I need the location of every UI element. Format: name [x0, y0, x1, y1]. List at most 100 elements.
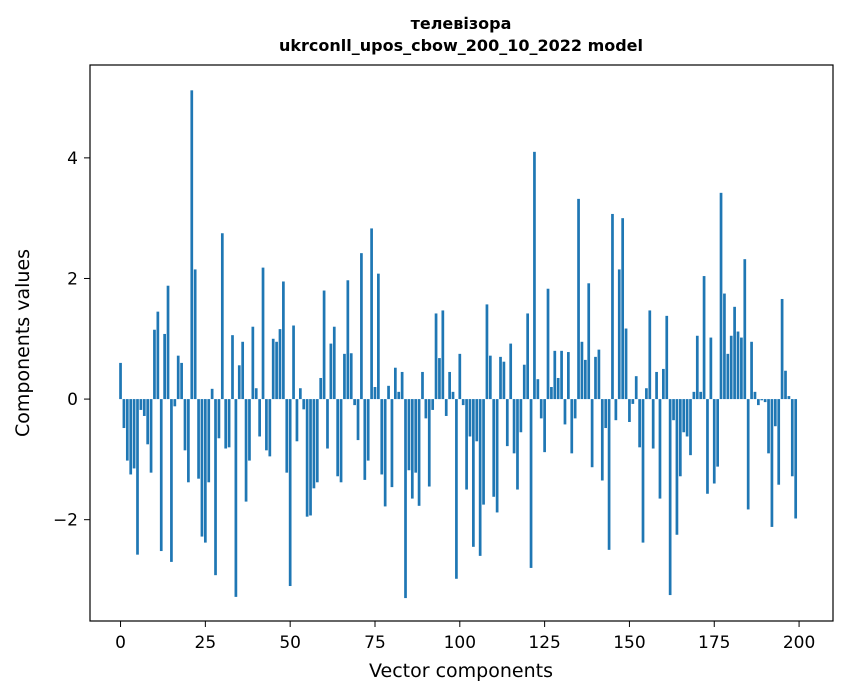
bar — [685, 399, 689, 437]
bar — [543, 399, 546, 453]
bar — [231, 335, 234, 400]
bar — [607, 399, 611, 550]
bar — [509, 343, 513, 400]
bar — [159, 399, 163, 552]
bar — [482, 399, 485, 505]
bar — [302, 399, 306, 410]
bar — [220, 233, 224, 400]
bar — [370, 228, 373, 400]
bar — [712, 399, 716, 484]
bar — [550, 387, 553, 400]
y-axis-ticks: −2 0 2 4 — [53, 149, 90, 531]
bar — [716, 399, 719, 467]
x-tick-label: 125 — [528, 633, 560, 653]
bar — [438, 358, 441, 400]
bar — [624, 328, 628, 400]
bar — [611, 213, 614, 400]
bar — [583, 359, 587, 400]
bar — [427, 399, 431, 487]
bar — [570, 399, 574, 454]
bar — [410, 399, 414, 499]
bar — [743, 259, 747, 400]
bar — [780, 298, 784, 400]
bar — [784, 370, 787, 400]
bar — [309, 399, 312, 516]
bar — [237, 365, 241, 400]
bar — [750, 341, 753, 400]
bar — [597, 349, 601, 400]
bar — [319, 377, 323, 400]
bar — [770, 399, 774, 527]
bar — [183, 399, 187, 451]
bar — [472, 399, 475, 547]
bar — [397, 391, 401, 400]
bar — [200, 399, 204, 537]
bar — [536, 379, 540, 400]
bar — [278, 329, 282, 400]
bar — [373, 387, 377, 400]
bar — [153, 329, 156, 400]
bar — [190, 90, 194, 400]
bar — [315, 399, 319, 483]
bar — [760, 399, 764, 401]
bar — [203, 399, 207, 543]
bar — [733, 306, 736, 400]
bar — [248, 399, 251, 461]
bar — [604, 399, 608, 429]
bar — [485, 304, 489, 400]
x-axis-ticks: 0 25 50 75 100 125 150 175 200 — [115, 621, 815, 653]
bar — [326, 399, 329, 449]
bar — [400, 371, 404, 400]
bar — [787, 396, 791, 400]
bar — [214, 399, 217, 576]
bar — [322, 290, 326, 400]
bar — [492, 399, 496, 497]
bar — [757, 399, 760, 406]
y-axis-label: Components values — [12, 249, 34, 437]
bar — [424, 399, 428, 419]
bar — [475, 399, 479, 442]
bar — [377, 273, 380, 400]
bar — [193, 269, 197, 400]
bar — [614, 399, 618, 421]
bar — [343, 353, 346, 400]
bar — [709, 337, 713, 400]
bar — [271, 338, 275, 400]
bar — [590, 399, 594, 468]
bar — [292, 325, 295, 400]
bar — [451, 391, 455, 400]
bar — [699, 391, 703, 400]
bar — [366, 399, 370, 461]
bar — [777, 399, 781, 485]
bar — [261, 267, 265, 400]
bar — [156, 311, 160, 400]
bar — [173, 399, 177, 407]
bar — [563, 399, 567, 425]
x-tick-label: 75 — [364, 633, 386, 653]
bar — [628, 399, 631, 422]
bar — [655, 371, 658, 400]
bar — [740, 337, 743, 400]
bar — [638, 399, 641, 448]
bar — [210, 388, 214, 400]
bar — [132, 399, 136, 469]
bar — [519, 399, 523, 433]
bar — [790, 399, 794, 477]
bar — [187, 399, 190, 483]
chart-title-line-2: ukrconll_upos_cbow_200_10_2022 model — [279, 36, 643, 55]
bar — [298, 388, 302, 400]
bar — [119, 362, 122, 400]
bar — [522, 364, 526, 400]
plot-frame — [89, 64, 834, 622]
bar — [600, 399, 604, 481]
bar — [404, 399, 407, 599]
bar — [641, 399, 645, 543]
bar — [668, 399, 672, 596]
bar — [516, 399, 519, 490]
bar — [499, 356, 502, 400]
y-tick-label: 0 — [67, 390, 78, 410]
bar — [146, 399, 150, 445]
bar — [163, 333, 166, 400]
bar — [288, 399, 292, 587]
bar — [556, 377, 560, 400]
